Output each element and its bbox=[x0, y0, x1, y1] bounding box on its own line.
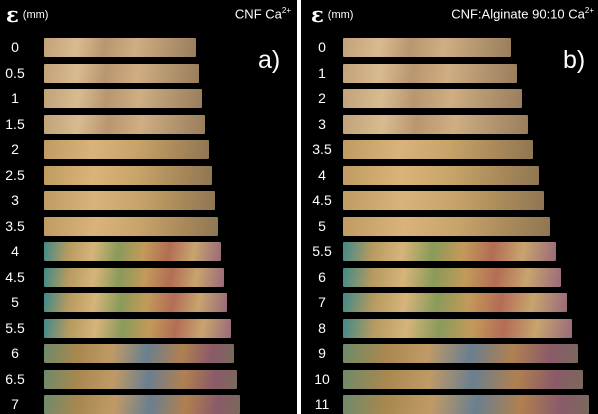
film-strip bbox=[44, 165, 212, 185]
film-strip bbox=[44, 216, 218, 236]
panel-label: a) bbox=[258, 46, 281, 74]
strain-label: 5 bbox=[318, 217, 326, 234]
film-strip bbox=[343, 89, 522, 108]
strain-label: 4 bbox=[318, 166, 326, 183]
panel-label: b) bbox=[563, 46, 586, 74]
film-strip bbox=[343, 318, 572, 338]
epsilon-header: ε (mm) bbox=[6, 2, 48, 27]
strain-label: 2.5 bbox=[5, 166, 25, 183]
film-strip bbox=[343, 369, 583, 389]
strain-label: 4.5 bbox=[5, 268, 25, 285]
film-strip bbox=[343, 216, 550, 236]
strain-label: 8 bbox=[318, 319, 326, 336]
film-strip bbox=[343, 140, 533, 159]
strain-label: 3.5 bbox=[312, 141, 332, 157]
film-strip bbox=[343, 38, 511, 57]
film-strip bbox=[44, 38, 196, 57]
strain-label: 11 bbox=[314, 396, 330, 412]
film-strip bbox=[343, 63, 517, 83]
panel-title-text: CNF:Alginate 90:10 Ca bbox=[451, 6, 585, 22]
panel-title-sup: 2+ bbox=[584, 6, 594, 15]
film-strip bbox=[343, 395, 589, 414]
film-strip bbox=[343, 165, 539, 185]
panel-title: CNF:Alginate 90:10 Ca2+ bbox=[451, 6, 594, 21]
strain-label: 5 bbox=[11, 294, 19, 310]
strain-label: 1 bbox=[318, 64, 326, 81]
strain-label: 3 bbox=[318, 115, 326, 132]
film-strip bbox=[44, 140, 209, 159]
film-strip bbox=[343, 344, 578, 363]
epsilon-symbol: ε bbox=[6, 2, 19, 27]
unit-label: (mm) bbox=[327, 9, 354, 21]
strain-label: 1 bbox=[11, 90, 19, 106]
panel-title-sup: 2+ bbox=[281, 6, 291, 15]
strain-label: 0.5 bbox=[5, 64, 25, 81]
strain-label: 7 bbox=[11, 396, 19, 412]
strain-label: 6 bbox=[11, 345, 19, 361]
strain-label: 2 bbox=[318, 90, 326, 106]
film-strip bbox=[44, 293, 227, 312]
epsilon-header: ε (mm) bbox=[311, 2, 353, 27]
film-strip bbox=[343, 242, 556, 261]
strain-label: 3 bbox=[11, 192, 19, 208]
strain-label: 1.5 bbox=[5, 115, 25, 132]
panel-b: ε (mm) CNF:Alginate 90:10 Ca2+ b) 0 1 2 3 3.5… bbox=[301, 0, 598, 414]
strain-label: 6.5 bbox=[5, 370, 25, 387]
film-strip bbox=[343, 293, 567, 312]
strain-label: 4.5 bbox=[312, 192, 332, 208]
film-strip bbox=[44, 267, 224, 287]
panel-title-text: CNF Ca bbox=[234, 6, 282, 22]
epsilon-symbol: ε bbox=[311, 2, 324, 27]
panel-a: ε (mm) CNF Ca2+ a) 0 0.5 1 1.5 2 2.5 3 3.5 4 4.5 5 5… bbox=[0, 0, 297, 414]
strain-label: 5.5 bbox=[312, 243, 332, 259]
strain-label: 2 bbox=[11, 141, 19, 157]
film-strip bbox=[343, 267, 561, 287]
film-strip bbox=[44, 89, 202, 108]
strain-label: 9 bbox=[318, 345, 326, 361]
strain-label: 10 bbox=[314, 370, 330, 387]
strain-label: 6 bbox=[318, 268, 326, 285]
film-strip bbox=[343, 114, 528, 134]
film-strip bbox=[44, 318, 231, 338]
panel-title: CNF Ca2+ bbox=[235, 6, 291, 21]
film-strip bbox=[44, 114, 205, 134]
strain-label: 0 bbox=[11, 39, 19, 55]
strain-label: 0 bbox=[318, 39, 326, 55]
film-strip bbox=[44, 395, 240, 414]
film-strip bbox=[44, 191, 215, 210]
film-strip bbox=[44, 63, 199, 83]
strain-label: 4 bbox=[11, 243, 19, 259]
unit-label: (mm) bbox=[22, 9, 49, 21]
strain-label: 7 bbox=[318, 294, 326, 310]
strain-label: 3.5 bbox=[5, 217, 25, 234]
film-strip bbox=[343, 191, 544, 210]
film-strip bbox=[44, 369, 237, 389]
film-strip bbox=[44, 242, 221, 261]
film-strip bbox=[44, 344, 234, 363]
strain-label: 5.5 bbox=[5, 319, 25, 336]
